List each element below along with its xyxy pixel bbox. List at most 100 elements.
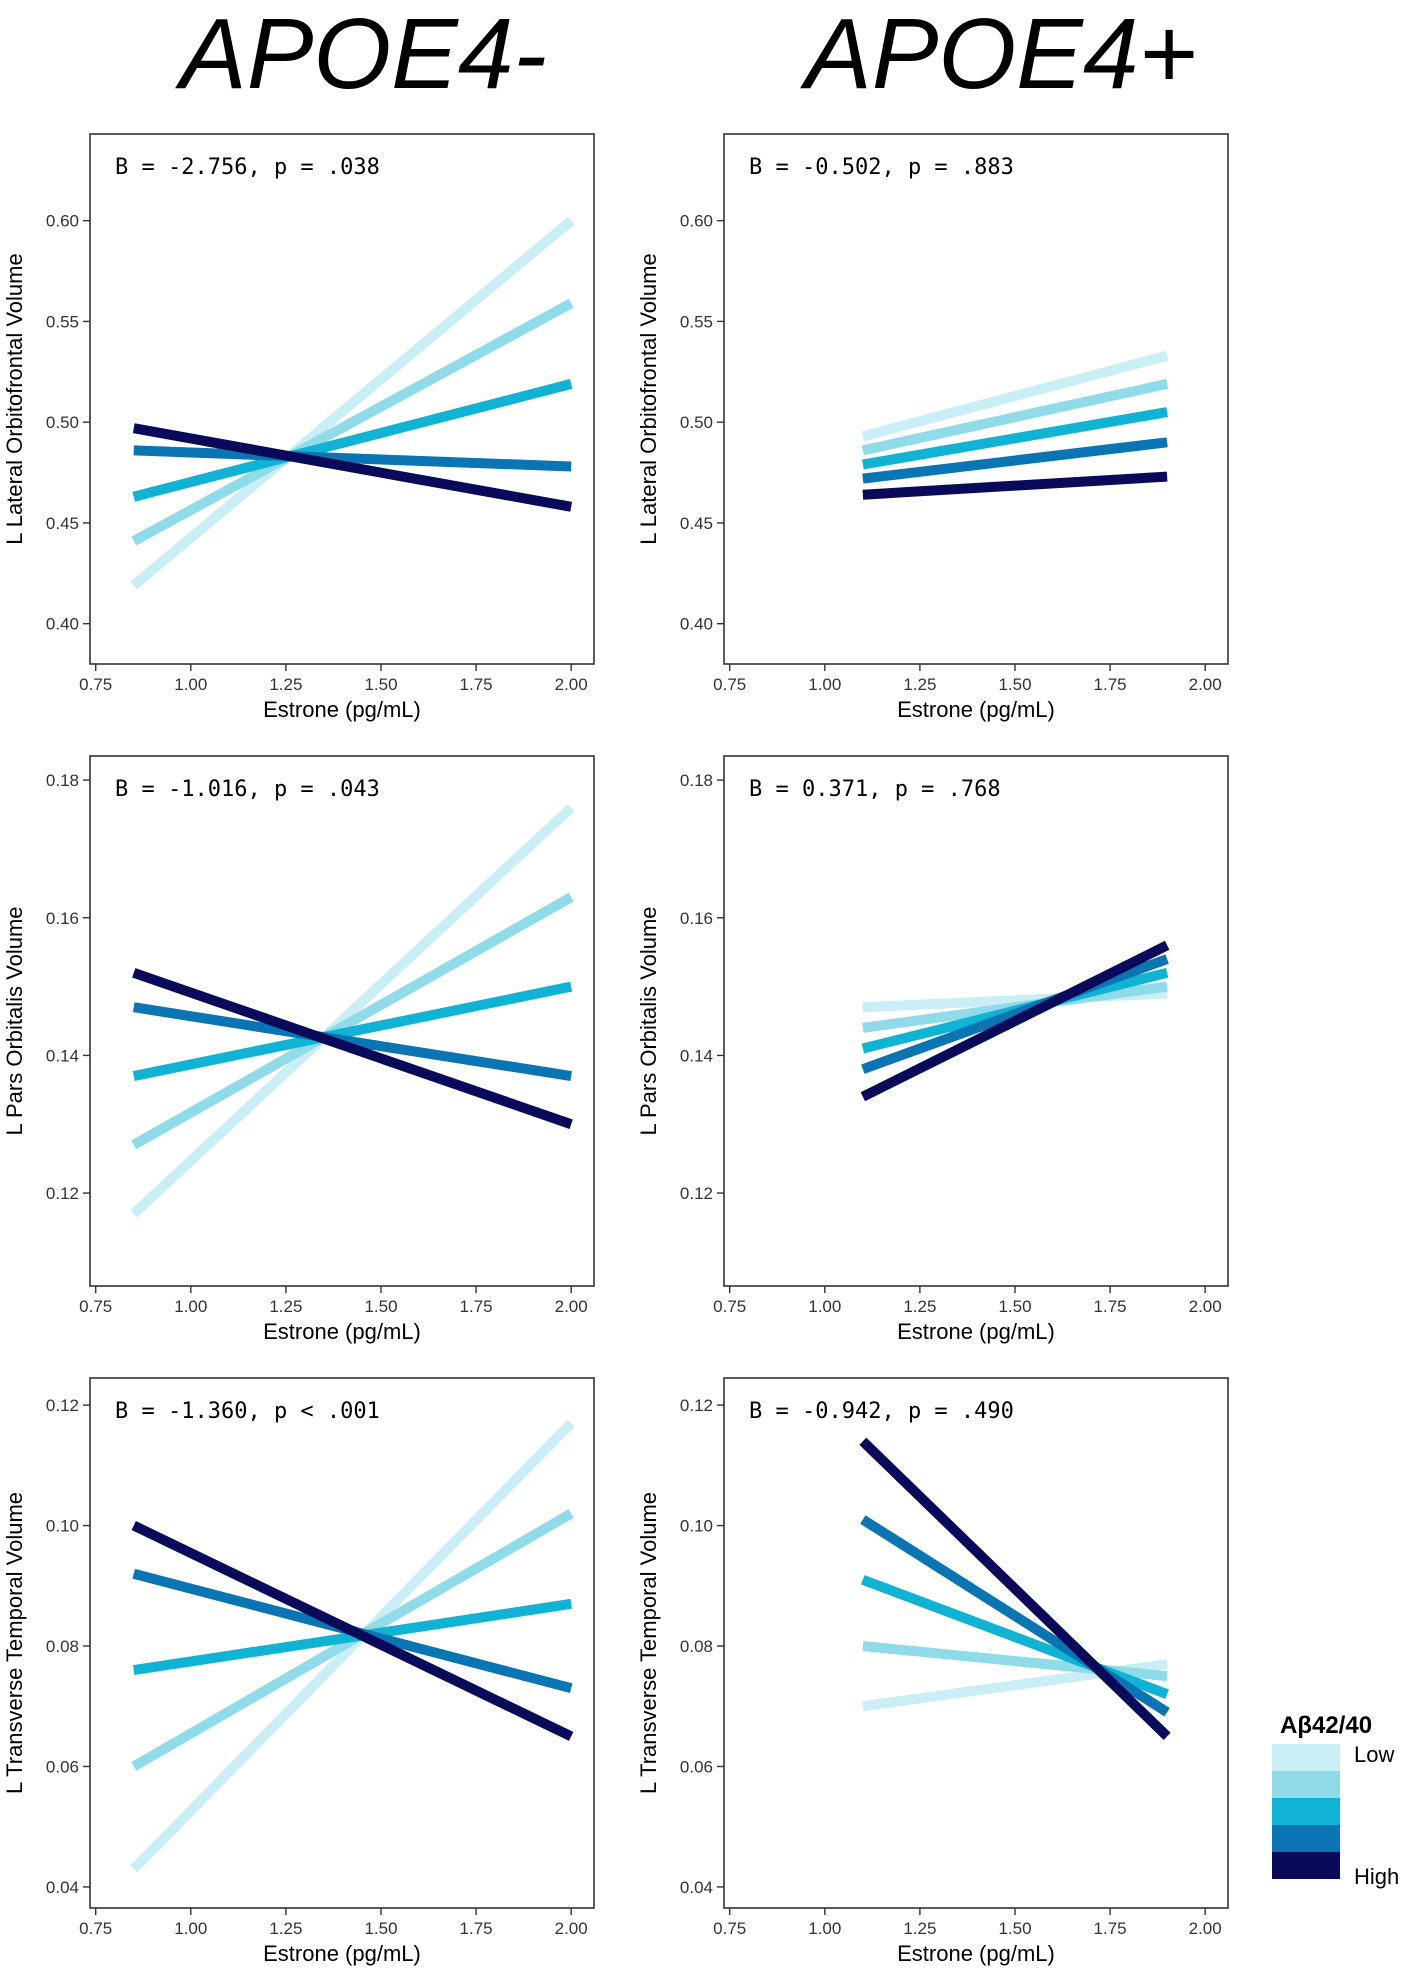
series-line-high: [132, 968, 573, 1129]
series-line-mid-high: [132, 1002, 572, 1082]
y-tick-label: 0.04: [680, 1878, 713, 1897]
column-title-apoe4-negative: APOE4-: [180, 0, 547, 110]
y-tick-label: 0.12: [46, 1184, 79, 1203]
column-title-apoe4-positive: APOE4+: [805, 0, 1197, 110]
x-tick-label: 0.75: [79, 1919, 112, 1938]
x-tick-label: 1.00: [174, 1919, 207, 1938]
series-line-low-mid: [131, 298, 574, 546]
y-tick-label: 0.04: [46, 1878, 79, 1897]
series-line-low: [130, 1419, 575, 1873]
x-axis-label: Estrone (pg/mL): [897, 697, 1055, 722]
x-tick-label: 1.50: [364, 675, 397, 694]
series-line-mid-high: [133, 445, 572, 472]
y-tick-label: 0.06: [680, 1757, 713, 1776]
series-line-high: [131, 1521, 574, 1741]
stat-annotation: B = -1.016, p = .043: [115, 777, 380, 802]
y-tick-label: 0.18: [680, 771, 713, 790]
plot-frame: [723, 1377, 1229, 1909]
series-line-low-mid: [861, 379, 1169, 456]
series-line-mid-high: [860, 1515, 1170, 1717]
y-tick-label: 0.50: [46, 413, 79, 432]
x-tick-label: 1.50: [998, 1297, 1031, 1316]
stat-annotation: B = 0.371, p = .768: [749, 777, 1001, 802]
x-tick-label: 1.25: [269, 1297, 302, 1316]
y-tick-label: 0.10: [680, 1517, 713, 1536]
x-axis-label: Estrone (pg/mL): [263, 697, 421, 722]
y-tick-label: 0.16: [680, 909, 713, 928]
y-tick-label: 0.45: [46, 514, 79, 533]
series-line-high: [132, 423, 573, 512]
series-line-mid: [861, 407, 1168, 470]
x-tick-label: 0.75: [713, 1297, 746, 1316]
panel-row1-right: 0.75 1.00 1.25 1.50 1.75 2.00 0.40 0.45 0.50 0.55…: [636, 133, 1229, 722]
legend-swatch: [1272, 1825, 1340, 1852]
series-line-mid: [132, 1598, 572, 1676]
x-tick-label: 2.00: [555, 1297, 588, 1316]
series-line-low: [130, 803, 575, 1218]
series-line-low: [130, 216, 575, 590]
legend-row: [1272, 1825, 1418, 1852]
x-tick-label: 1.75: [1094, 675, 1127, 694]
panel-row2-left: 0.75 1.00 1.25 1.50 1.75 2.00 0.12 0.14 0.16 0.18…: [2, 755, 595, 1344]
y-tick-label: 0.12: [46, 1396, 79, 1415]
y-tick-label: 0.16: [46, 909, 79, 928]
legend-low-label: Low: [1354, 1742, 1395, 1767]
x-tick-label: 1.50: [364, 1297, 397, 1316]
x-tick-label: 0.75: [713, 675, 746, 694]
x-tick-label: 2.00: [555, 675, 588, 694]
x-tick-label: 1.50: [998, 1919, 1031, 1938]
legend-swatch: [1272, 1771, 1340, 1798]
panel-row3-left: 0.75 1.00 1.25 1.50 1.75 2.00 0.04 0.06 0.08 0.10…: [2, 1377, 595, 1966]
y-tick-label: 0.18: [46, 771, 79, 790]
series-line-high: [862, 471, 1168, 500]
x-tick-label: 1.75: [460, 1297, 493, 1316]
y-tick-label: 0.50: [680, 413, 713, 432]
x-tick-label: 1.25: [903, 675, 936, 694]
y-tick-label: 0.10: [46, 1517, 79, 1536]
x-tick-label: 2.00: [555, 1919, 588, 1938]
series-line-high: [859, 1437, 1171, 1740]
x-axis-label: Estrone (pg/mL): [897, 1319, 1055, 1344]
x-tick-label: 1.75: [460, 675, 493, 694]
legend-swatch: [1272, 1744, 1340, 1771]
stat-annotation: B = -1.360, p < .001: [115, 1399, 380, 1424]
x-tick-label: 0.75: [79, 1297, 112, 1316]
x-tick-label: 1.75: [1094, 1919, 1127, 1938]
y-tick-label: 0.08: [680, 1637, 713, 1656]
legend-title: Aβ42/40: [1280, 1712, 1373, 1739]
y-tick-label: 0.55: [46, 312, 79, 331]
panel-row1-left: 0.75 1.00 1.25 1.50 1.75 2.00 0.40 0.45 0.50 0.55…: [2, 133, 595, 722]
x-tick-label: 1.25: [269, 675, 302, 694]
x-tick-label: 2.00: [1189, 675, 1222, 694]
series-line-low-mid: [131, 892, 574, 1150]
stat-annotation: B = -2.756, p = .038: [115, 155, 380, 180]
panel-row2-right: 0.75 1.00 1.25 1.50 1.75 2.00 0.12 0.14 0.16 0.18…: [636, 755, 1229, 1344]
y-axis-label: L Transverse Temporal Volume: [636, 1492, 661, 1794]
y-axis-label: L Lateral Orbitofrontal Volume: [2, 253, 27, 544]
legend-swatches: Low High: [1272, 1742, 1418, 1889]
y-tick-label: 0.40: [680, 615, 713, 634]
x-tick-label: 1.25: [269, 1919, 302, 1938]
legend-row: [1272, 1798, 1418, 1825]
y-tick-label: 0.12: [680, 1184, 713, 1203]
x-axis-label: Estrone (pg/mL): [897, 1941, 1055, 1966]
y-tick-label: 0.45: [680, 514, 713, 533]
panel-row3-right: 0.75 1.00 1.25 1.50 1.75 2.00 0.04 0.06 0.08 0.10…: [636, 1377, 1229, 1966]
legend-row: Low: [1272, 1742, 1418, 1771]
y-tick-label: 0.60: [46, 212, 79, 231]
y-tick-label: 0.40: [46, 615, 79, 634]
legend: Aβ42/40 Low High: [1272, 1712, 1418, 1889]
x-tick-label: 1.25: [903, 1297, 936, 1316]
series-line-low: [861, 350, 1169, 442]
y-tick-label: 0.14: [680, 1046, 713, 1065]
y-tick-label: 0.14: [46, 1046, 79, 1065]
series-line-mid: [132, 981, 573, 1081]
y-axis-label: L Lateral Orbitofrontal Volume: [636, 253, 661, 544]
x-tick-label: 1.00: [808, 1297, 841, 1316]
x-tick-label: 2.00: [1189, 1297, 1222, 1316]
x-tick-label: 0.75: [713, 1919, 746, 1938]
stat-annotation: B = -0.502, p = .883: [749, 155, 1014, 180]
y-tick-label: 0.55: [680, 312, 713, 331]
x-axis-label: Estrone (pg/mL): [263, 1941, 421, 1966]
y-axis-label: L Pars Orbitalis Volume: [2, 906, 27, 1135]
